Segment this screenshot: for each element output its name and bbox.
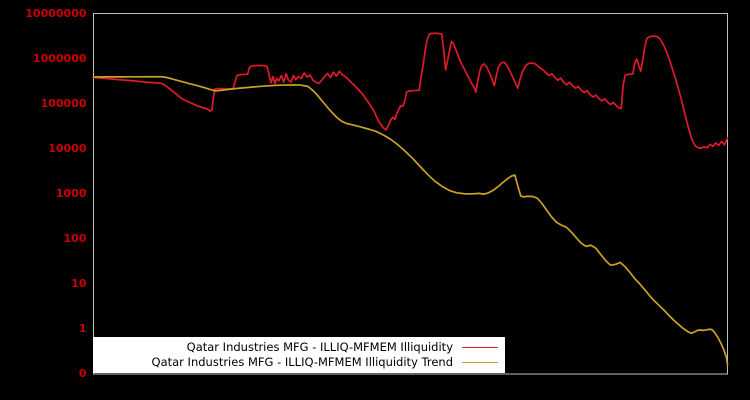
y-tick-label: 1	[78, 321, 87, 335]
legend-color-swatch	[462, 362, 498, 363]
series-layer	[92, 32, 729, 366]
y-tick-label: 1000000	[32, 51, 87, 65]
y-tick-label: 100	[63, 231, 87, 245]
chart-legend[interactable]: Qatar Industries MFG - ILLIQ-MFMEM Illiq…	[93, 337, 505, 373]
y-tick-label: 10000000	[25, 6, 87, 20]
y-tick-label: 100000	[40, 96, 87, 110]
y-tick-label: 1000	[55, 186, 87, 200]
series-line-2	[92, 75, 729, 366]
legend-color-swatch	[462, 347, 498, 348]
legend-label: Qatar Industries MFG - ILLIQ-MFMEM Illiq…	[151, 355, 453, 369]
y-tick-label: 0	[78, 367, 87, 380]
legend-item[interactable]: Qatar Industries MFG - ILLIQ-MFMEM Illiq…	[100, 355, 500, 370]
y-tick-label: 10	[71, 276, 87, 290]
series-line-1	[92, 32, 729, 150]
y-tick-label: 10000	[48, 141, 87, 155]
legend-item[interactable]: Qatar Industries MFG - ILLIQ-MFMEM Illiq…	[100, 340, 500, 355]
axes-frame	[93, 13, 728, 375]
legend-label: Qatar Industries MFG - ILLIQ-MFMEM Illiq…	[186, 340, 453, 354]
